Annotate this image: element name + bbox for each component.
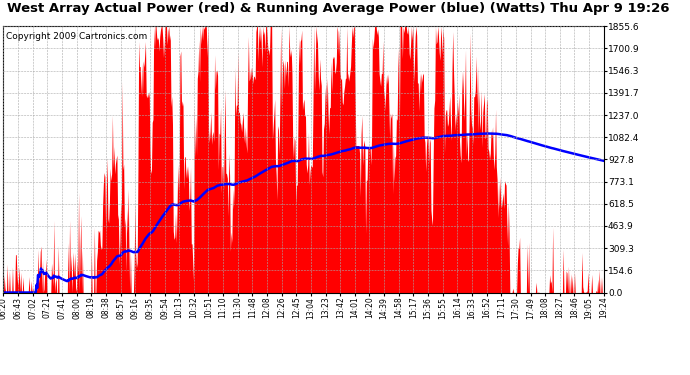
Text: Copyright 2009 Cartronics.com: Copyright 2009 Cartronics.com	[6, 32, 148, 40]
Text: West Array Actual Power (red) & Running Average Power (blue) (Watts) Thu Apr 9 1: West Array Actual Power (red) & Running …	[7, 2, 669, 15]
